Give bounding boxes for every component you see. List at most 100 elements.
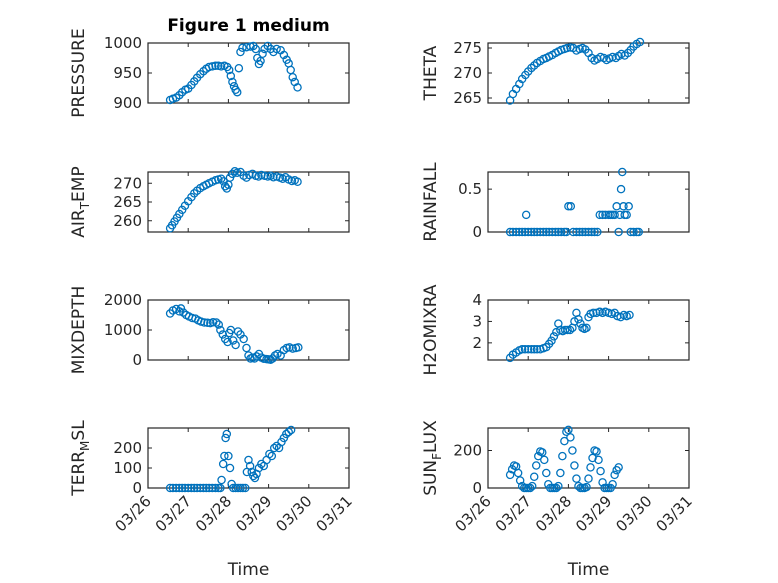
data-point [532,227,542,237]
data-point [523,345,533,354]
data-point [549,332,559,341]
y-tick-label: 100 [113,459,142,477]
data-point [564,202,573,211]
data-point [560,436,569,446]
subplot-2: 265 270 275 THETA [421,37,690,107]
data-point [203,318,212,328]
data-point [536,227,545,237]
data-point [572,227,581,237]
data-point [554,227,563,237]
data-point [596,466,605,476]
data-point [564,425,573,435]
data-point [244,455,253,465]
data-point [294,343,303,352]
data-point [189,483,199,493]
subplot-4: 0 0.5 RAINFALL [421,162,690,242]
data-point [578,227,587,237]
y-tick-label: 0 [472,479,482,497]
y-tick-label: 200 [453,442,482,460]
axes-frame [147,42,350,104]
data-point [288,344,297,353]
data-point [269,443,279,453]
y-tick-label: 0 [472,223,482,241]
y-tick-label: 265 [453,89,482,107]
data-point [581,227,590,237]
data-point [582,323,591,333]
data-point [505,470,515,480]
data-point [216,174,226,183]
data-point [267,451,277,461]
data-point [558,451,567,461]
data-point [531,461,541,470]
data-point [293,177,302,186]
data-point [265,449,274,459]
data-point [622,210,631,220]
y-tick-label: 3 [472,312,482,330]
data-point [189,189,199,198]
axes-frame [147,171,350,233]
data-point [511,227,521,237]
data-point [542,227,551,237]
data-point [250,473,260,483]
data-point [221,433,230,443]
subplot-5: 0 1000 2000 MIXDEPTH [69,286,350,374]
data-point [234,63,244,73]
data-point [551,227,560,237]
data-point [552,483,561,493]
data-point [212,318,221,327]
data-point [228,77,237,87]
y-tick-label: 270 [453,64,482,82]
data-point [542,468,551,478]
data-point [211,483,220,493]
data-point [608,479,617,489]
data-point [232,87,242,97]
y-tick-label: 1000 [104,34,142,52]
y-axis-label-suffix: LUX [421,420,441,453]
data-point [183,483,193,493]
data-point [616,184,626,194]
data-point [624,202,633,211]
axes-frame [487,171,690,233]
data-point [520,345,530,354]
data-point [208,62,217,71]
data-point [286,425,296,435]
data-point [515,227,524,237]
data-point [208,483,217,493]
data-point [570,461,579,470]
data-point [520,227,530,237]
data-point [517,227,527,237]
data-point [236,47,245,57]
data-point [527,63,536,73]
data-point [505,227,515,237]
y-axis-label-main: AIR [69,209,89,238]
data-point [584,227,593,237]
data-point [540,455,549,465]
data-point [293,83,302,92]
data-point [192,483,202,493]
data-point [257,459,266,469]
subplot-6: 2 3 4 H2OMIXRA [421,284,690,376]
data-point [595,210,605,220]
data-point [556,468,565,478]
y-tick-label: 0 [132,479,142,497]
data-point [574,481,583,491]
data-point [588,453,597,463]
data-point [568,227,578,237]
data-point [629,227,638,237]
data-point [284,427,293,437]
data-point [568,446,577,455]
data-point [515,476,525,485]
data-point [236,483,245,493]
data-point [562,43,572,53]
data-point [177,483,187,493]
data-point [269,172,278,182]
data-point [538,448,547,457]
y-axis-label: THETA [421,45,441,101]
data-point [252,352,261,361]
data-point [527,345,536,354]
data-point [214,320,224,329]
y-tick-label: 1000 [104,321,142,339]
data-point [517,481,527,491]
y-axis-label-main: SUN [421,460,441,496]
